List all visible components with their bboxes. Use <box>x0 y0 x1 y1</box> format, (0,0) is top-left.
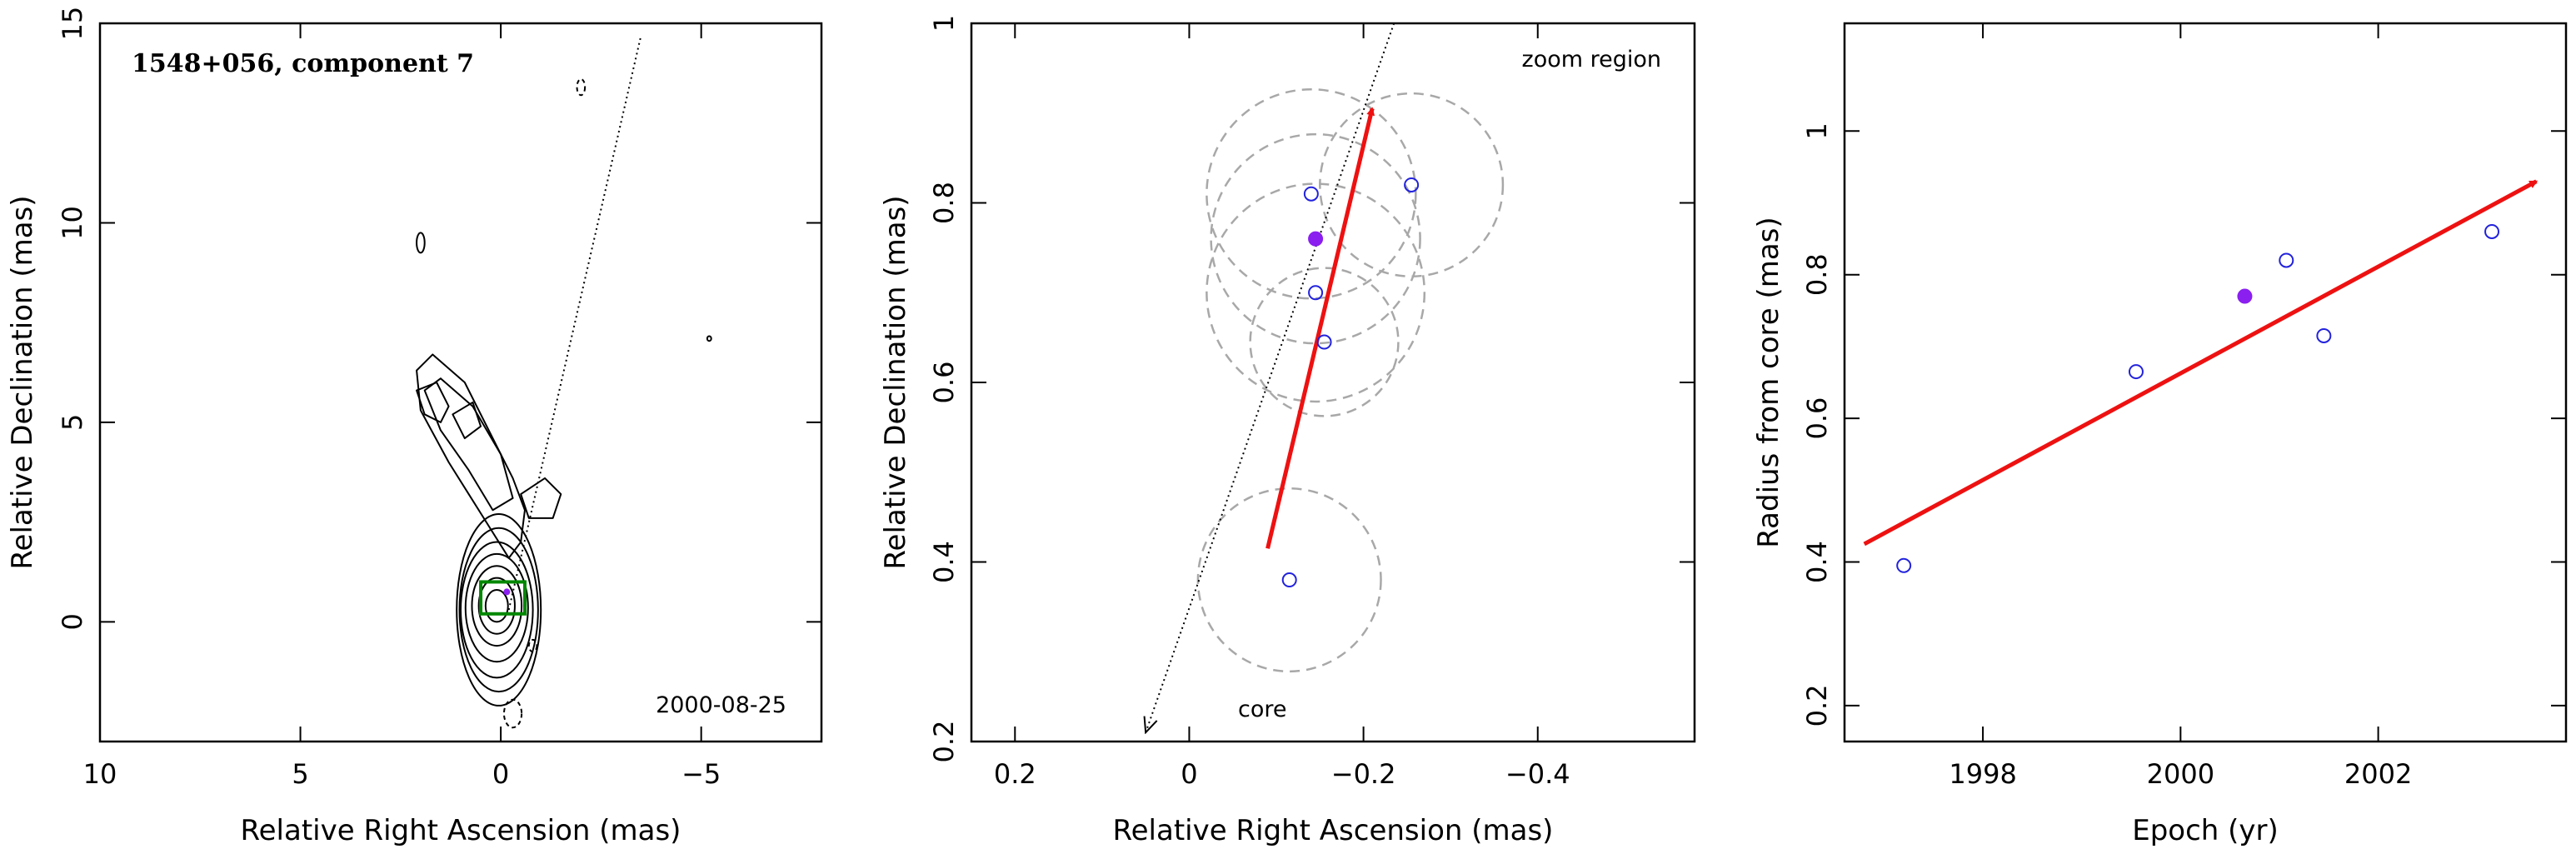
jet-contour <box>423 377 514 512</box>
error-circle <box>1206 87 1417 300</box>
error-circle <box>1210 132 1421 345</box>
position-point <box>1303 186 1319 202</box>
radius-points <box>1896 223 2500 573</box>
position-point <box>1308 285 1324 301</box>
core-contour <box>456 513 542 707</box>
x-tick-label: 0 <box>1181 758 1197 790</box>
position-points <box>1281 177 1420 588</box>
y-tick-label: 0.4 <box>1801 541 1833 583</box>
zoom-box-point <box>503 588 511 596</box>
core-contour <box>484 589 509 623</box>
fit-line <box>1863 179 2539 547</box>
radius-point-current <box>2237 288 2253 304</box>
y-tick-label: 0 <box>57 613 88 630</box>
radius-point <box>2484 223 2500 239</box>
core-contours <box>456 513 542 707</box>
error-circles <box>1196 87 1505 673</box>
x-tick-label: 0 <box>492 758 509 790</box>
x-tick-label: 5 <box>292 758 308 790</box>
error-circle <box>1249 267 1400 417</box>
y-axis-title: Radius from core (mas) <box>1752 217 1785 547</box>
y-tick-label: 0.8 <box>1801 253 1833 296</box>
core-contour <box>460 541 534 679</box>
ticks: 0.2 0 −0.2 −0.4 0.2 0.4 0.6 0.8 1 <box>928 15 1695 790</box>
y-tick-label: 0.4 <box>928 541 960 583</box>
panel-radius-vs-epoch: 1998 2000 2002 0.2 0.4 0.6 0.8 1 Epoch (yr) Rad… <box>1752 22 2568 847</box>
ticks: 10 5 0 −5 0 5 10 15 <box>57 7 821 790</box>
x-tick-label: −0.4 <box>1505 758 1570 790</box>
core-direction-line <box>1146 23 1395 732</box>
jet-contour <box>416 353 526 559</box>
radius-point <box>2279 252 2294 268</box>
jet-contour <box>452 401 482 440</box>
y-tick-label: 15 <box>57 7 88 41</box>
y-tick-label: 0.2 <box>1801 684 1833 727</box>
zoom-plot-area <box>1146 23 1505 732</box>
core-contour <box>458 527 539 693</box>
panel-zoom-region: 0.2 0 −0.2 −0.4 0.2 0.4 0.6 0.8 1 zoom region co… <box>879 15 1696 847</box>
y-axis-title: Relative Declination (mas) <box>879 195 912 569</box>
negative-contour <box>576 78 587 97</box>
x-tick-label: −0.2 <box>1331 758 1396 790</box>
zoom-region-label: zoom region <box>1522 47 1661 72</box>
x-axis-title: Epoch (yr) <box>2132 814 2279 847</box>
error-circle <box>1319 92 1505 278</box>
y-axis-title: Relative Declination (mas) <box>6 195 39 569</box>
x-tick-label: 2002 <box>2344 758 2412 790</box>
plot-frame <box>1843 22 2568 743</box>
y-tick-label: 5 <box>57 414 88 431</box>
jet-contours <box>416 353 562 559</box>
radius-point <box>2316 327 2332 343</box>
ticks: 1998 2000 2002 0.2 0.4 0.6 0.8 1 <box>1801 23 2566 790</box>
x-tick-label: 2000 <box>2147 758 2214 790</box>
plot-frame <box>970 22 1696 743</box>
epoch-label: 2000-08-25 <box>656 692 786 718</box>
x-tick-label: 10 <box>83 758 117 790</box>
y-tick-label: 0.8 <box>928 182 960 224</box>
y-tick-label: 1 <box>928 15 960 32</box>
error-circle <box>1206 182 1426 403</box>
negative-contour <box>502 698 523 729</box>
x-tick-label: 1998 <box>1949 758 2016 790</box>
small-contour <box>706 335 712 342</box>
error-circle <box>1196 487 1382 673</box>
core-label: core <box>1238 697 1286 722</box>
x-tick-label: −5 <box>681 758 721 790</box>
small-contour <box>416 232 426 254</box>
y-tick-label: 0.2 <box>928 721 960 763</box>
trajectory-line <box>507 35 642 611</box>
zoom-box <box>479 580 527 616</box>
plot-frame <box>98 22 823 743</box>
core-contour <box>477 577 516 635</box>
radius-plot-area <box>1863 179 2539 573</box>
jet-contour <box>416 382 450 423</box>
negative-contour <box>527 638 538 653</box>
y-tick-label: 0.6 <box>1801 397 1833 440</box>
position-point <box>1316 334 1332 350</box>
zoom-box-group <box>479 580 527 616</box>
y-tick-label: 10 <box>57 206 88 240</box>
x-axis-title: Relative Right Ascension (mas) <box>1113 814 1554 847</box>
y-tick-label: 1 <box>1801 122 1833 139</box>
jet-contour <box>520 477 562 519</box>
radius-point <box>2128 364 2144 380</box>
y-tick-label: 0.6 <box>928 362 960 404</box>
x-tick-label: 0.2 <box>994 758 1036 790</box>
position-point <box>1281 572 1297 588</box>
panel-title: 1548+056, component 7 <box>132 49 474 78</box>
position-point <box>1404 177 1420 192</box>
contour-layer <box>416 35 712 729</box>
core-contour <box>471 565 523 647</box>
position-point-current <box>1308 231 1324 247</box>
panel-contour-map: 10 5 0 −5 0 5 10 15 1548+056, component 7 2000-… <box>6 7 823 847</box>
x-axis-title: Relative Right Ascension (mas) <box>241 814 681 847</box>
core-contour <box>464 552 529 663</box>
radius-point <box>1896 557 1912 573</box>
small-contours <box>416 78 712 729</box>
motion-vector <box>1266 107 1375 549</box>
